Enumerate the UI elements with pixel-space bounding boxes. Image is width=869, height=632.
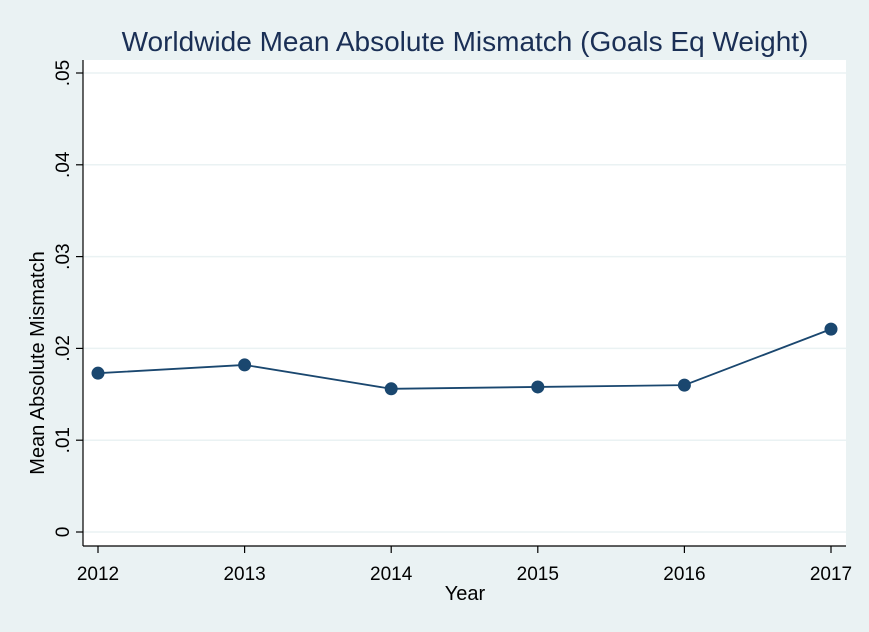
x-tick-label: 2017 [810, 564, 852, 585]
data-point [824, 322, 838, 336]
series-line-group [91, 322, 838, 396]
y-axis-label: Mean Absolute Mismatch [27, 251, 49, 474]
y-tick-label: .05 [53, 60, 74, 86]
series-line [97, 328, 832, 390]
y-tick-label: .04 [53, 151, 74, 178]
y-tick-label: 0 [53, 527, 74, 538]
y-tick-label: .01 [53, 427, 74, 453]
plot-area [83, 60, 846, 546]
x-tick-label: 2015 [517, 564, 559, 585]
y-axis: 0 .01 .02 .03 .04 .05 [53, 60, 84, 546]
x-tick-label: 2012 [77, 564, 119, 585]
x-tick-label: 2016 [663, 564, 705, 585]
data-point [677, 378, 691, 392]
data-point [238, 358, 252, 372]
data-point [384, 382, 398, 396]
chart-title: Worldwide Mean Absolute Mismatch (Goals … [122, 26, 809, 57]
y-tick-label: .03 [53, 243, 74, 269]
data-point [531, 380, 545, 394]
x-axis: 2012 2013 2014 2015 2016 2017 [77, 545, 852, 585]
x-axis-label: Year [445, 583, 486, 605]
y-gridlines [83, 72, 846, 533]
x-tick-label: 2014 [370, 564, 413, 585]
y-tick-label: .02 [53, 335, 74, 361]
data-point [91, 366, 105, 380]
x-tick-label: 2013 [223, 564, 265, 585]
